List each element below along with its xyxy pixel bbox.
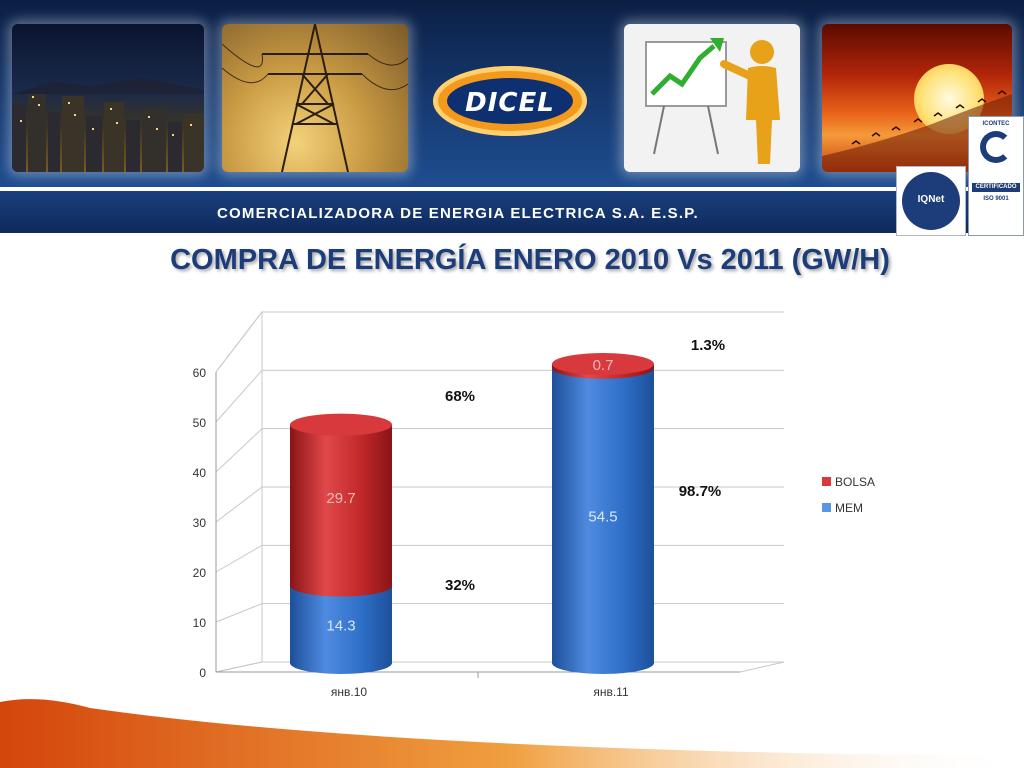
presenter-graphic	[645, 38, 780, 164]
bar-mem	[290, 585, 392, 674]
icontec-certificate-badge: ICONTEC CERTIFICADO ISO 9001	[968, 116, 1024, 236]
legend-swatch-bolsa	[822, 477, 831, 486]
icontec-logo-icon	[980, 131, 1012, 163]
sunset-photo	[822, 24, 1012, 172]
percent-label: 1.3%	[691, 337, 725, 354]
presenter-chart-photo	[624, 24, 800, 172]
company-name: COMERCIALIZADORA DE ENERGIA ELECTRICA S.…	[217, 205, 699, 222]
y-tick-label: 40	[193, 466, 207, 480]
gridline	[215, 311, 784, 373]
icontec-label: CERTIFICADO	[975, 184, 1017, 190]
bar-top-bolsa	[290, 413, 392, 436]
y-tick-label: 10	[193, 616, 207, 630]
birds-graphic	[822, 90, 1012, 172]
company-banner: COMERCIALIZADORA DE ENERGIA ELECTRICA S.…	[0, 191, 1024, 233]
bar-bolsa	[290, 424, 392, 597]
y-tick-label: 60	[193, 366, 207, 380]
iqnet-certificate-badge: IQNet	[896, 166, 966, 236]
power-tower-graphic	[222, 24, 408, 172]
city-skyline-graphic	[12, 78, 204, 172]
power-tower-photo	[222, 24, 408, 172]
legend-label: BOLSA	[835, 475, 875, 489]
data-label: 0.7	[593, 357, 614, 374]
dicel-logo: DICEL	[433, 66, 587, 136]
y-tick-label: 50	[193, 416, 207, 430]
icontec-brand: ICONTEC	[982, 121, 1010, 127]
x-tick-label: янв.11	[593, 685, 629, 699]
iqnet-logo-icon: IQNet	[902, 172, 960, 230]
gridline	[215, 369, 784, 423]
y-tick-label: 20	[193, 566, 207, 580]
y-tick-label: 0	[199, 666, 206, 680]
percent-label: 98.7%	[679, 483, 722, 500]
bar-mem	[552, 367, 654, 674]
city-night-photo	[12, 24, 204, 172]
banner-divider	[0, 187, 1024, 191]
iqnet-label: IQNet	[917, 194, 945, 205]
legend-swatch-mem	[822, 503, 831, 512]
brand-name: DICEL	[465, 88, 555, 118]
bar-top-bolsa	[552, 353, 654, 375]
legend-label: MEM	[835, 501, 863, 515]
data-label: 54.5	[588, 508, 617, 525]
percent-label: 32%	[445, 577, 475, 594]
percent-label: 68%	[445, 388, 475, 405]
y-tick-label: 30	[193, 516, 207, 530]
data-label: 14.3	[326, 617, 355, 634]
header: DICEL	[0, 0, 1024, 187]
icontec-standard: ISO 9001	[983, 196, 1009, 202]
slide-title: COMPRA DE ENERGÍA ENERO 2010 Vs 2011 (GW…	[170, 244, 890, 276]
data-label: 29.7	[326, 490, 355, 507]
x-tick-label: янв.10	[331, 685, 368, 699]
